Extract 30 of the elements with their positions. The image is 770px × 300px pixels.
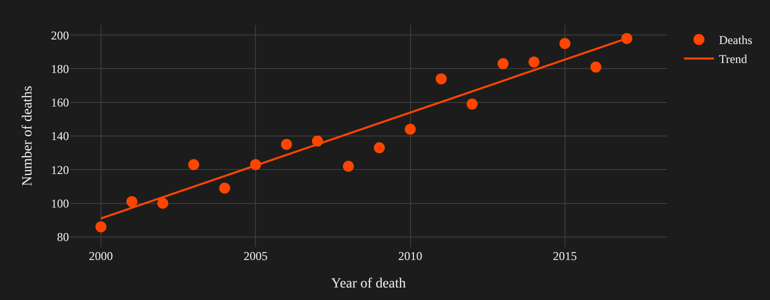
x-tick-label: 2005: [244, 249, 268, 263]
x-tick-label: 2000: [88, 249, 113, 263]
point: [436, 73, 447, 84]
legend-label: Deaths: [718, 33, 753, 48]
y-tick-label: 200: [51, 28, 69, 42]
y-tick-label: 120: [51, 162, 69, 177]
y-tick-label: 180: [51, 62, 69, 76]
point: [590, 62, 602, 73]
point: [126, 196, 138, 208]
x-tick-label: 2010: [398, 249, 422, 263]
point: [157, 198, 168, 209]
point: [188, 159, 200, 170]
x-tick-label: 2015: [552, 249, 577, 263]
point: [528, 56, 540, 68]
point: [95, 221, 106, 232]
legend-label: Trend: [718, 52, 748, 66]
y-axis-title: Number of deaths: [20, 86, 36, 186]
point: [281, 138, 292, 150]
point: [559, 38, 570, 49]
point: [498, 58, 509, 70]
point: [374, 142, 385, 154]
point: [404, 124, 416, 135]
y-tick-label: 100: [51, 196, 69, 210]
point: [466, 98, 478, 110]
point: [342, 160, 354, 172]
x-axis-title: Year of death: [331, 276, 406, 292]
y-tick-label: 80: [57, 230, 69, 244]
y-tick-label: 160: [51, 96, 69, 110]
y-tick-label: 140: [51, 129, 69, 144]
point: [219, 182, 230, 194]
